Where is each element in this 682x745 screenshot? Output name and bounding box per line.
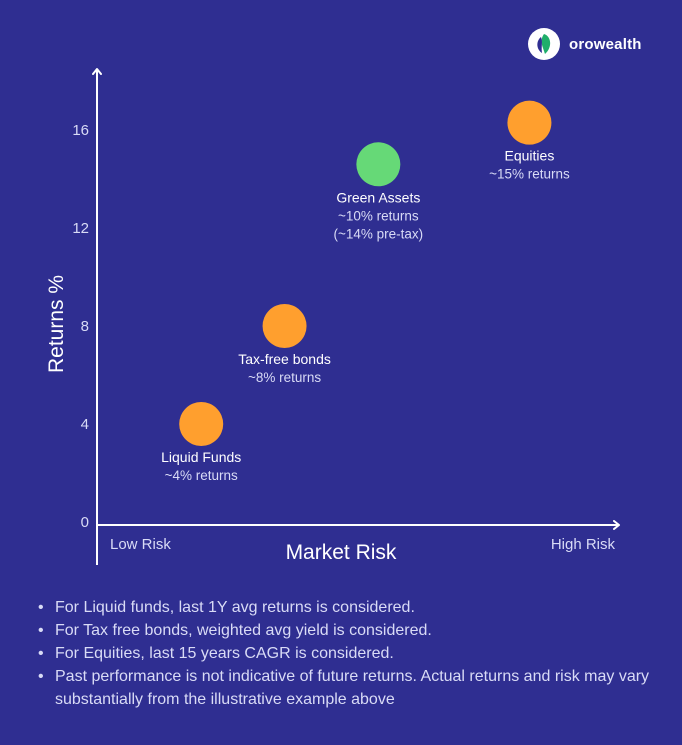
point-sublabel: ~10% returns — [338, 208, 419, 223]
footnote: For Tax free bonds, weighted avg yield i… — [36, 619, 656, 642]
returns-risk-chart: 0 4 8 12 16 Low Risk High Risk Market Risk R… — [45, 68, 620, 565]
data-points: Liquid Funds ~4% returns Tax-free bonds ~8%… — [161, 100, 570, 483]
data-point — [179, 402, 224, 446]
y-tick-labels: 0 4 8 12 16 — [72, 122, 89, 531]
brand-logo: orowealth — [527, 27, 642, 61]
point-label: Equities — [505, 148, 555, 164]
x-axis-title: Market Risk — [286, 541, 397, 564]
x-tick-label-low: Low Risk — [110, 536, 171, 553]
orowealth-logo-icon — [528, 28, 560, 60]
point-sublabel: (~14% pre-tax) — [334, 226, 424, 241]
data-point-group: Equities ~15% returns — [489, 100, 570, 182]
footnote: Past performance is not indicative of fu… — [36, 665, 656, 711]
x-tick-label-high: High Risk — [551, 536, 616, 553]
point-sublabel: ~4% returns — [165, 468, 238, 483]
point-sublabel: ~15% returns — [489, 167, 570, 182]
data-point — [507, 100, 552, 145]
y-tick-label: 12 — [72, 220, 89, 237]
data-point-group: Liquid Funds ~4% returns — [161, 402, 241, 483]
point-label: Tax-free bonds — [238, 351, 331, 367]
point-label: Liquid Funds — [161, 449, 241, 465]
footnotes-list: For Liquid funds, last 1Y avg returns is… — [36, 596, 656, 711]
y-axis-title: Returns % — [45, 275, 68, 373]
data-point — [356, 142, 401, 187]
point-label: Green Assets — [336, 189, 420, 205]
data-point-group: Green Assets ~10% returns (~14% pre-tax) — [334, 142, 424, 241]
brand-name: orowealth — [569, 35, 642, 53]
y-tick-label: 16 — [72, 122, 89, 139]
point-sublabel: ~8% returns — [248, 370, 321, 385]
y-tick-label: 0 — [81, 514, 89, 531]
footnote: For Liquid funds, last 1Y avg returns is… — [36, 596, 656, 619]
y-tick-label: 4 — [81, 416, 89, 433]
data-point-group: Tax-free bonds ~8% returns — [238, 304, 331, 385]
data-point — [262, 304, 307, 348]
y-tick-label: 8 — [81, 318, 89, 335]
footnote: For Equities, last 15 years CAGR is cons… — [36, 642, 656, 665]
